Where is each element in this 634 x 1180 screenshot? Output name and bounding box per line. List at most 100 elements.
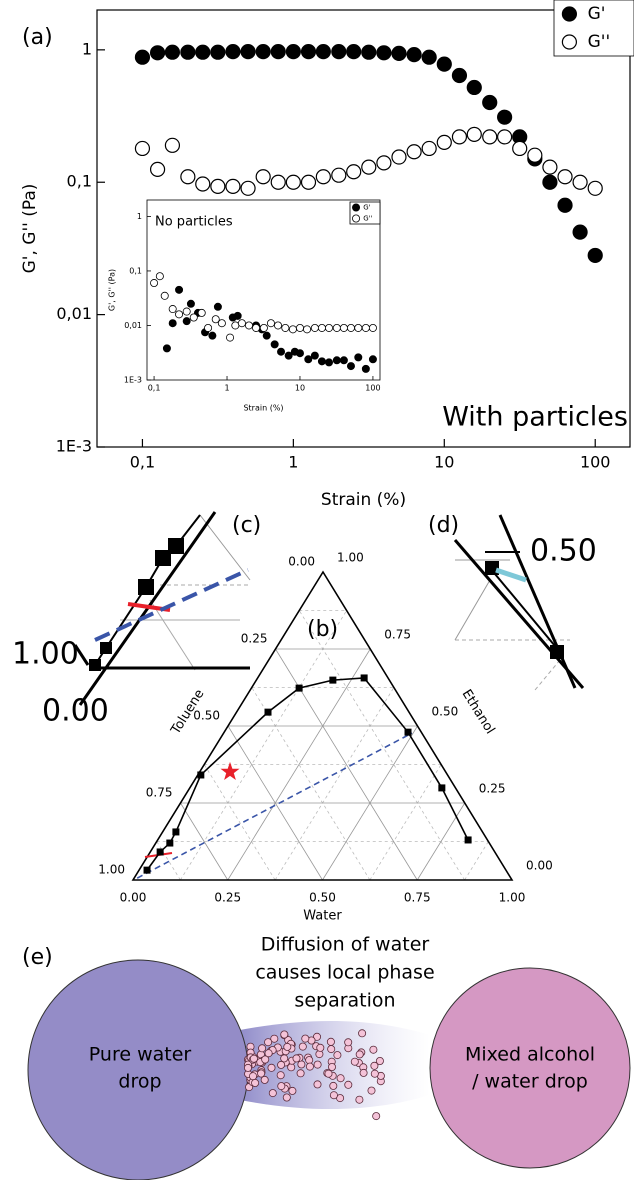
- zoom-point: [100, 642, 112, 654]
- data-point: [168, 305, 177, 314]
- binodal-point: [172, 828, 180, 836]
- data-point: [436, 56, 452, 72]
- bottom-axis-label: Water: [303, 909, 342, 924]
- y-tick-label: 1E-3: [124, 376, 142, 385]
- data-point: [160, 291, 169, 300]
- zoom-d: [453, 514, 585, 691]
- data-point: [421, 140, 437, 157]
- particle: [282, 1093, 291, 1102]
- data-point: [211, 315, 220, 324]
- data-point: [277, 347, 286, 356]
- x-tick-label: 0,1: [130, 453, 155, 472]
- grid-line: [227, 725, 323, 881]
- particle: [277, 1060, 286, 1069]
- particle: [264, 1038, 273, 1047]
- particle: [367, 1086, 376, 1095]
- y-tick-label: 0,01: [124, 321, 142, 330]
- minor-grid-line: [156, 841, 181, 881]
- minor-grid-line: [464, 841, 489, 881]
- particle: [359, 1068, 368, 1077]
- data-point: [162, 344, 171, 353]
- data-point: [332, 356, 341, 365]
- particle: [355, 1095, 364, 1104]
- data-point: [346, 164, 362, 180]
- zoom-tick-label: 0.00: [42, 694, 109, 729]
- data-point: [557, 197, 573, 213]
- data-point: [361, 323, 370, 332]
- data-point: [354, 323, 363, 332]
- data-point: [361, 44, 377, 60]
- x-tick-label: 1: [224, 384, 229, 393]
- data-point: [259, 323, 268, 332]
- caption-line: separation: [294, 990, 395, 1012]
- data-point: [557, 169, 573, 185]
- particle: [344, 1038, 353, 1047]
- binodal-point: [404, 728, 412, 736]
- data-point: [225, 178, 241, 195]
- binodal-point: [143, 866, 151, 874]
- binodal-point: [360, 674, 368, 682]
- left-tick-label: 0.00: [288, 555, 315, 569]
- data-point: [274, 321, 283, 330]
- particle: [296, 1069, 305, 1078]
- panel-label: (d): [428, 513, 459, 538]
- data-point: [572, 174, 588, 190]
- particle: [248, 1072, 257, 1081]
- particle: [305, 1062, 314, 1071]
- zoom-tick-label: 1.00: [12, 637, 79, 672]
- particle: [260, 1075, 269, 1084]
- data-point: [527, 147, 543, 163]
- particle: [270, 1034, 279, 1043]
- zoom-grid: [454, 579, 491, 641]
- data-point: [270, 340, 279, 349]
- caption-line: Diffusion of water: [261, 934, 430, 956]
- particle: [267, 1063, 276, 1072]
- drop-label: / water drop: [472, 1071, 588, 1093]
- annotation: No particles: [155, 215, 233, 230]
- tie-line: [136, 732, 413, 879]
- data-point: [240, 180, 256, 196]
- legend-label: G'': [588, 32, 611, 52]
- particle: [358, 1029, 367, 1038]
- zoom-point: [89, 659, 101, 671]
- data-point: [406, 47, 422, 63]
- y-tick-label: 1E-3: [56, 437, 92, 456]
- particle: [312, 1032, 321, 1041]
- right-axis-label: Ethanol: [459, 687, 498, 737]
- data-point: [210, 178, 226, 195]
- data-point: [204, 323, 213, 332]
- particle: [288, 1086, 297, 1095]
- data-point: [195, 176, 211, 192]
- particle: [370, 1069, 379, 1078]
- data-point: [186, 299, 195, 308]
- particle: [375, 1057, 384, 1066]
- annotation: With particles: [442, 402, 628, 433]
- particle: [355, 1050, 364, 1059]
- minor-grid-line: [298, 610, 465, 881]
- zoom-edge: [199, 514, 251, 581]
- particle: [280, 1030, 289, 1039]
- left-tick-label: 1.00: [98, 863, 125, 877]
- legend-label: G': [363, 204, 370, 212]
- data-point: [421, 49, 437, 65]
- data-point: [317, 323, 326, 332]
- zoom-grid: [149, 599, 196, 671]
- particles: [243, 1029, 385, 1121]
- x-tick-label: 10: [295, 384, 305, 393]
- y-axis-label: G', G'' (Pa): [108, 269, 117, 311]
- star-marker: [220, 761, 240, 780]
- binodal-point: [295, 684, 303, 692]
- data-point: [376, 155, 392, 171]
- x-axis-label: Strain (%): [243, 404, 283, 413]
- x-tick-label: 1: [288, 453, 298, 472]
- data-point: [497, 129, 513, 145]
- data-point: [346, 44, 362, 60]
- data-point: [304, 355, 313, 364]
- left-tick-label: 0.25: [241, 632, 268, 646]
- legend-marker: [352, 203, 361, 212]
- particle: [264, 1049, 273, 1058]
- zoom-point: [485, 561, 499, 575]
- particle: [280, 1054, 289, 1063]
- data-point: [310, 323, 319, 332]
